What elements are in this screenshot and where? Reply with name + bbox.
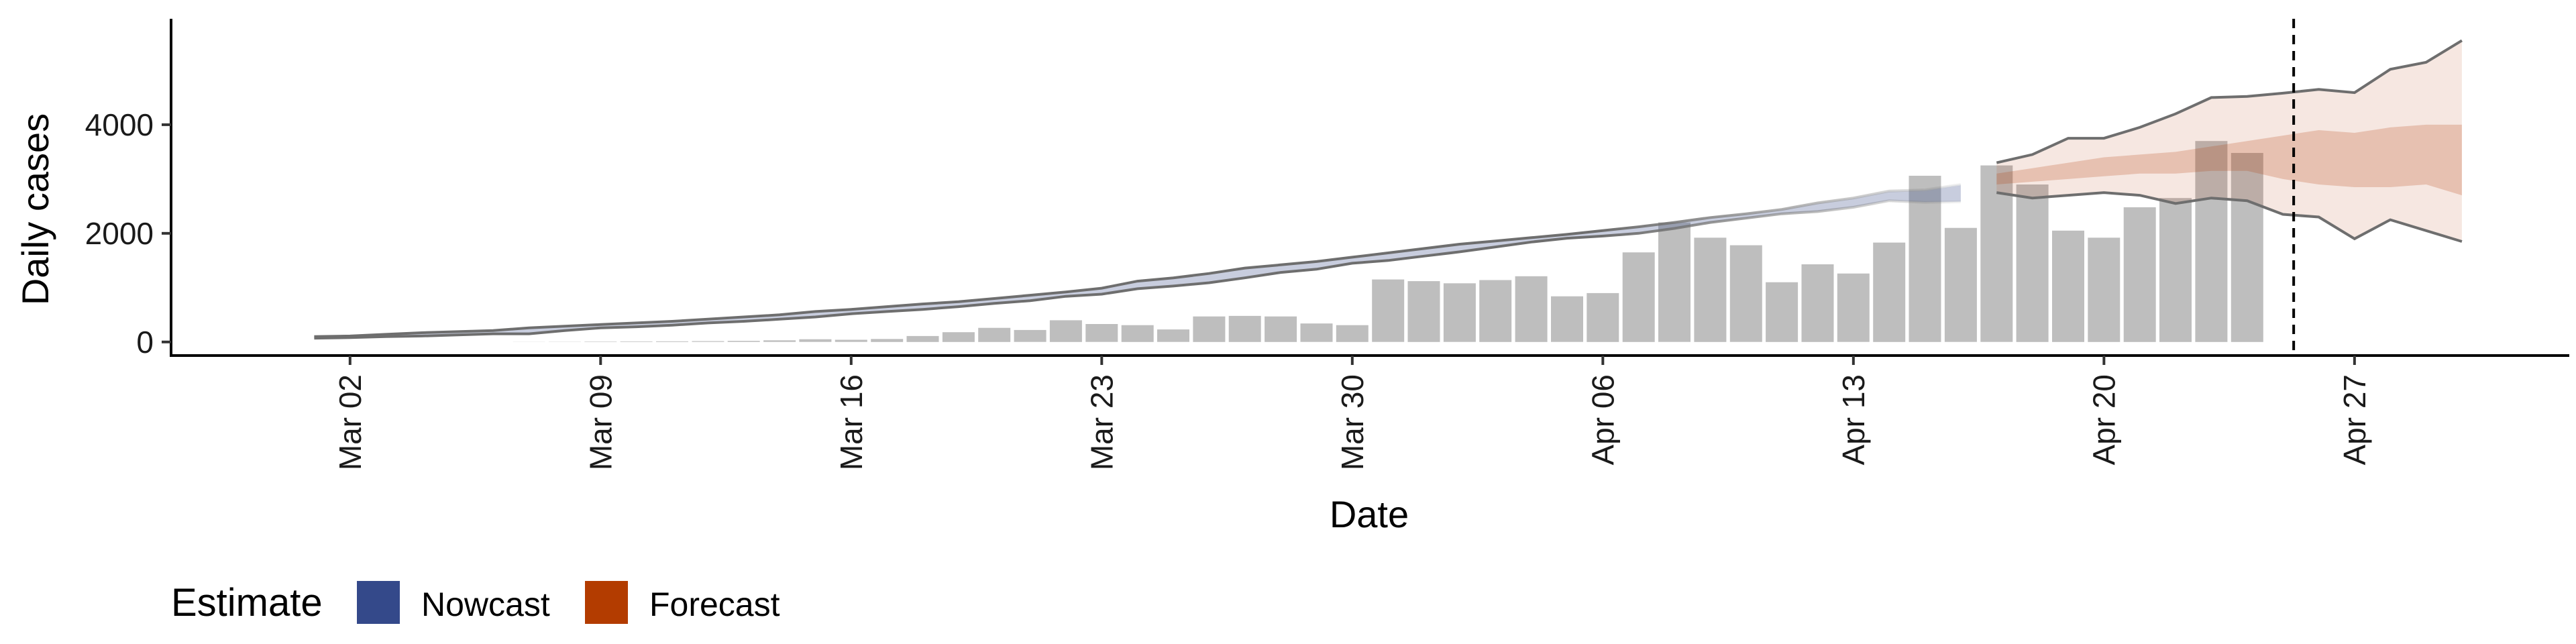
bands-layer (314, 40, 2462, 339)
x-tick-label: Apr 06 (1585, 374, 1620, 466)
bar (1622, 252, 1655, 342)
bar (1515, 276, 1548, 342)
forecast-upper-line (1996, 39, 2463, 164)
x-tick-label: Mar 16 (834, 374, 869, 470)
bar (1407, 281, 1440, 342)
bar (2123, 207, 2156, 342)
bar (2052, 230, 2084, 342)
bar (1372, 279, 1405, 342)
forecast-lower-line (1996, 191, 2463, 243)
nowcast-upper-line (314, 183, 1962, 338)
x-tick-label: Mar 30 (1335, 374, 1370, 470)
bar (1944, 227, 1977, 342)
bar (2159, 198, 2192, 342)
bar (1443, 283, 1476, 342)
bar (1300, 323, 1333, 342)
bar (620, 341, 653, 342)
x-axis-title: Date (1330, 493, 1409, 535)
legend: Estimate Nowcast Forecast (171, 581, 780, 625)
bar (2231, 153, 2263, 342)
bar (1014, 329, 1046, 342)
interval-lines-layer (314, 39, 2463, 340)
bars-layer (513, 141, 2263, 342)
x-tick-label: Mar 02 (333, 374, 368, 470)
bar (1873, 242, 1906, 342)
bar (1049, 320, 1082, 342)
bar (1658, 222, 1690, 342)
bar (978, 327, 1011, 342)
bar (1265, 316, 1297, 342)
bar (1085, 324, 1118, 342)
bar (1729, 245, 1762, 342)
bar (1121, 325, 1154, 342)
y-tick-label: 2000 (85, 216, 154, 251)
bar (727, 341, 760, 342)
bar (1157, 329, 1189, 342)
legend-key-nowcast (357, 581, 400, 624)
x-tick-label: Mar 09 (583, 374, 618, 470)
x-tick-label: Apr 27 (2337, 374, 2372, 466)
forecast-50-band (1996, 124, 2462, 196)
x-tick-label: Apr 20 (2086, 374, 2121, 466)
bar (835, 339, 867, 342)
bar (1193, 316, 1226, 342)
bar (1228, 315, 1261, 342)
bar (942, 332, 975, 342)
legend-label-forecast: Forecast (649, 586, 780, 623)
y-ticks: 0 2000 4000 (85, 107, 171, 360)
bar (1551, 296, 1583, 342)
legend-label-nowcast: Nowcast (421, 586, 550, 623)
x-ticks: Mar 02 Mar 09 Mar 16 Mar 23 Mar 30 Apr 06 Apr … (333, 356, 2372, 470)
bar (1694, 237, 1727, 342)
bar (656, 341, 688, 342)
y-tick-label: 0 (136, 325, 154, 360)
forecast-90-band (1996, 40, 2462, 242)
x-tick-label: Apr 13 (1836, 374, 1871, 466)
bar (2088, 237, 2121, 342)
bar (692, 341, 724, 342)
bar (799, 339, 832, 342)
bar (763, 340, 796, 342)
bar (1801, 264, 1834, 342)
bar (2195, 141, 2228, 342)
legend-title: Estimate (171, 581, 323, 625)
bar (906, 335, 939, 342)
nowcast-lower-line (314, 199, 1961, 340)
bar (1766, 282, 1799, 342)
bar (1587, 292, 1619, 342)
y-tick-label: 4000 (85, 107, 154, 142)
bar (584, 341, 617, 342)
legend-key-forecast (585, 581, 628, 624)
y-axis-title: Daily cases (14, 113, 56, 305)
bar (1837, 273, 1870, 342)
bar (1336, 325, 1368, 342)
bar (1479, 280, 1512, 342)
x-tick-label: Mar 23 (1084, 374, 1119, 470)
axes-layer (170, 19, 2569, 357)
bar (871, 339, 904, 342)
bar (2016, 184, 2049, 342)
